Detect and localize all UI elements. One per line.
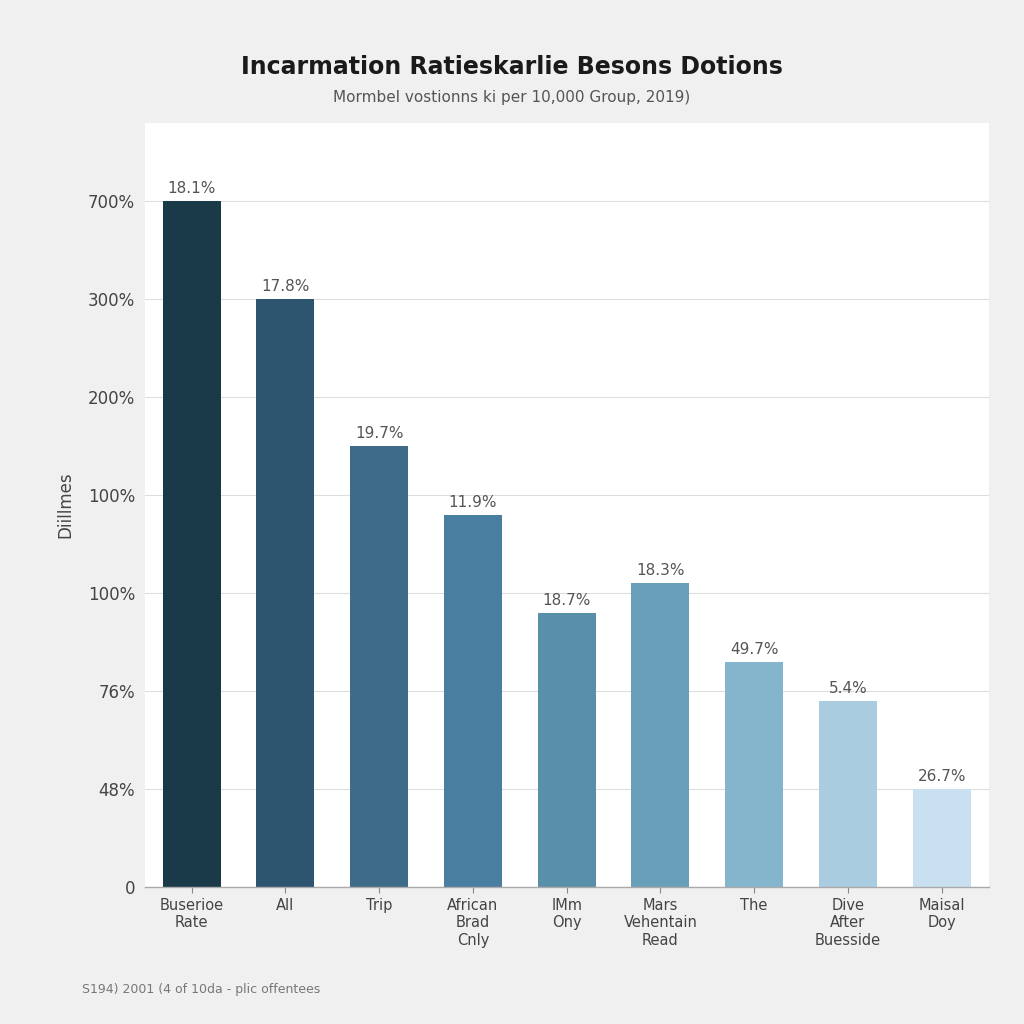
Text: 26.7%: 26.7% — [918, 769, 966, 784]
Y-axis label: Diillmes: Diillmes — [56, 472, 74, 539]
Text: 18.3%: 18.3% — [636, 563, 685, 579]
Text: 49.7%: 49.7% — [730, 642, 778, 657]
Text: 19.7%: 19.7% — [355, 426, 403, 441]
Text: S194) 2001 (4 of 10da - plic offentees: S194) 2001 (4 of 10da - plic offentees — [82, 983, 321, 996]
Bar — [350, 446, 409, 888]
Bar — [819, 701, 877, 888]
Bar — [163, 201, 221, 888]
Text: 18.1%: 18.1% — [168, 181, 216, 196]
Text: 11.9%: 11.9% — [449, 495, 498, 510]
Bar — [538, 612, 596, 888]
Bar — [443, 515, 502, 888]
Text: 5.4%: 5.4% — [828, 681, 867, 696]
Bar — [912, 790, 971, 888]
Bar — [632, 584, 689, 888]
Text: Incarmation Ratieskarlie Besons Dotions: Incarmation Ratieskarlie Besons Dotions — [241, 54, 783, 79]
Text: 18.7%: 18.7% — [543, 593, 591, 608]
Text: 17.8%: 17.8% — [261, 280, 309, 294]
Bar — [256, 299, 314, 888]
Bar — [725, 662, 783, 888]
Text: Mormbel vostionns ki per 10,000 Group, 2019): Mormbel vostionns ki per 10,000 Group, 2… — [334, 90, 690, 104]
